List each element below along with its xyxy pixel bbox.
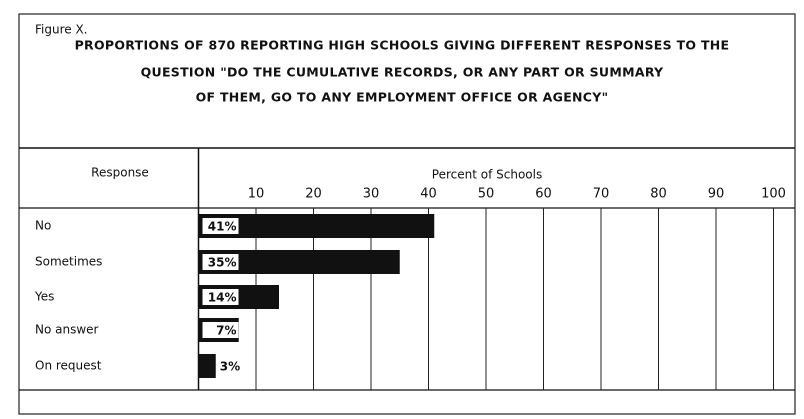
- value-label-box: [202, 322, 239, 338]
- x-tick-label: 80: [650, 187, 667, 202]
- category-label: Sometimes: [35, 255, 102, 269]
- x-tick-label: 50: [478, 187, 495, 202]
- chart-title: QUESTION "DO THE CUMULATIVE RECORDS, OR …: [141, 65, 664, 80]
- chart-title: OF THEM, GO TO ANY EMPLOYMENT OFFICE OR …: [196, 90, 609, 105]
- value-label: 7%: [216, 324, 236, 338]
- value-label: 35%: [208, 256, 237, 270]
- x-tick-label: 10: [248, 187, 265, 202]
- category-label: On request: [35, 359, 102, 373]
- category-label: No answer: [35, 323, 99, 337]
- value-label-box: [202, 218, 239, 234]
- category-label: Yes: [34, 290, 54, 304]
- chart-title: PROPORTIONS OF 870 REPORTING HIGH SCHOOL…: [75, 38, 730, 53]
- x-tick-label: 100: [761, 187, 786, 202]
- x-tick-label: 30: [363, 187, 380, 202]
- figure-label: Figure X.: [35, 23, 88, 37]
- value-label: 41%: [208, 220, 237, 234]
- category-label: No: [35, 219, 51, 233]
- value-label-box: [202, 289, 239, 305]
- x-tick-label: 70: [593, 187, 610, 202]
- x-tick-label: 60: [535, 187, 552, 202]
- column-header: Response: [91, 166, 149, 180]
- x-tick-label: 20: [305, 187, 322, 202]
- x-tick-label: 90: [708, 187, 725, 202]
- value-label: 3%: [220, 360, 240, 374]
- bar: [198, 354, 216, 378]
- x-axis-label: Percent of Schools: [432, 168, 542, 182]
- frame: [18, 13, 796, 415]
- value-label: 14%: [208, 291, 237, 305]
- value-label-box: [202, 254, 239, 270]
- x-tick-label: 40: [420, 187, 437, 202]
